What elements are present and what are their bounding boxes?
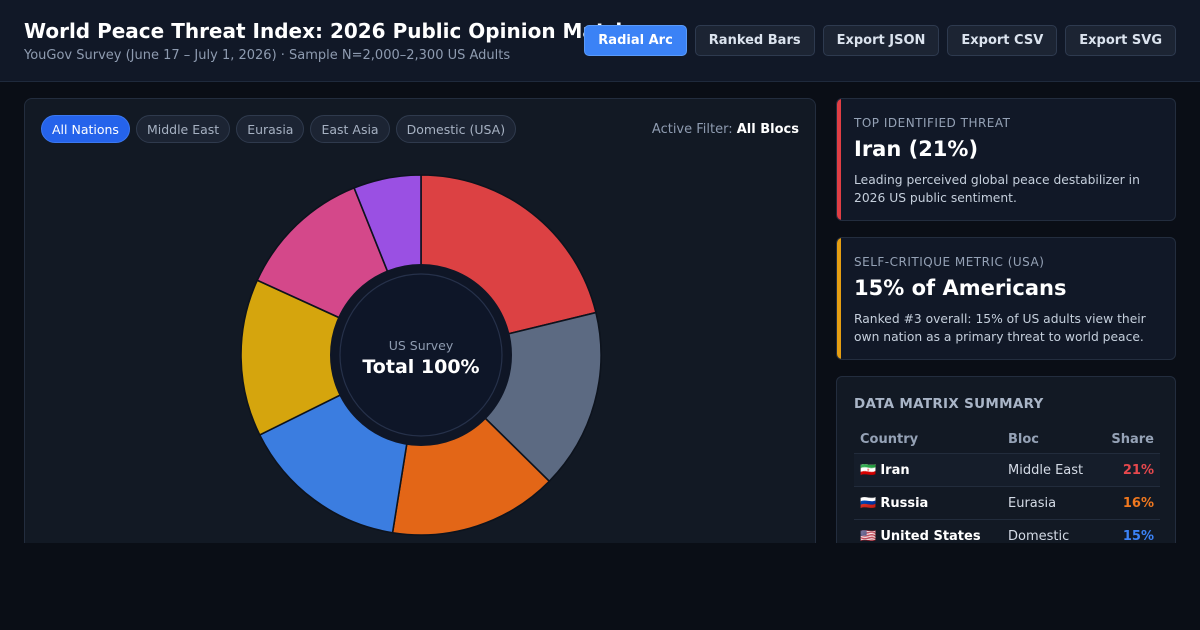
page-title: World Peace Threat Index: 2026 Public Op… <box>24 19 636 43</box>
filter-east-asia[interactable]: East Asia <box>310 115 390 143</box>
ranked-bars-button[interactable]: Ranked Bars <box>694 25 815 56</box>
matrix-table: Country Bloc Share 🇮🇷 Iran Middle East 2… <box>854 423 1160 553</box>
donut-chart: US Survey Total 100% <box>240 174 602 536</box>
column-header-share: Share <box>1111 432 1154 447</box>
self-critique-value: 15% of Americans <box>854 276 1067 300</box>
active-filter-value: All Blocs <box>736 122 799 137</box>
share-cell: 21% <box>1122 463 1154 478</box>
usa-flag-icon: 🇺🇸 <box>860 529 877 544</box>
top-threat-label: TOP IDENTIFIED THREAT <box>854 116 1011 130</box>
bloc-filter-group: All Nations Middle East Eurasia East Asi… <box>41 115 517 143</box>
country-name: Russia <box>880 496 929 511</box>
filter-middle-east[interactable]: Middle East <box>135 115 231 143</box>
top-threat-value: Iran (21%) <box>854 137 979 161</box>
export-json-button[interactable]: Export JSON <box>822 25 940 56</box>
column-header-bloc: Bloc <box>1008 432 1040 447</box>
donut-center-value: Total 100% <box>362 356 479 378</box>
bloc-cell: Middle East <box>1008 463 1084 478</box>
self-critique-card: SELF-CRITIQUE METRIC (USA) 15% of Americ… <box>836 237 1176 360</box>
matrix-header-row: Country Bloc Share <box>854 423 1160 454</box>
donut-center-disc <box>339 273 503 437</box>
country-cell: 🇷🇺 Russia <box>860 496 928 511</box>
export-csv-button[interactable]: Export CSV <box>947 25 1058 56</box>
active-filter-indicator: Active Filter: All Blocs <box>652 122 799 137</box>
donut-center-label: US Survey <box>389 338 454 353</box>
iran-flag-icon: 🇮🇷 <box>860 463 877 478</box>
self-critique-accent-bar <box>837 238 841 359</box>
matrix-title: DATA MATRIX SUMMARY <box>854 396 1044 412</box>
self-critique-label: SELF-CRITIQUE METRIC (USA) <box>854 255 1045 269</box>
share-cell: 15% <box>1122 529 1154 544</box>
top-threat-accent-bar <box>837 99 841 220</box>
filter-eurasia[interactable]: Eurasia <box>236 115 305 143</box>
filter-all-nations[interactable]: All Nations <box>41 115 130 143</box>
chart-panel: US Survey Total 100% All Nations Middle … <box>24 98 816 558</box>
app-header: World Peace Threat Index: 2026 Public Op… <box>0 0 1200 82</box>
viewport-edge <box>0 543 1200 630</box>
active-filter-label: Active Filter: <box>651 122 733 137</box>
top-threat-card: TOP IDENTIFIED THREAT Iran (21%) Leading… <box>836 98 1176 221</box>
share-cell: 16% <box>1122 496 1154 511</box>
self-critique-description: Ranked #3 overall: 15% of US adults view… <box>854 312 1146 344</box>
bloc-cell: Eurasia <box>1008 496 1057 511</box>
view-toolbar: Radial Arc Ranked Bars Export JSON Expor… <box>584 25 1176 56</box>
country-name: United States <box>880 529 981 544</box>
export-svg-button[interactable]: Export SVG <box>1065 25 1176 56</box>
column-header-country: Country <box>860 432 919 447</box>
bloc-cell: Domestic <box>1008 529 1070 544</box>
country-cell: 🇺🇸 United States <box>860 529 981 544</box>
table-row[interactable]: 🇮🇷 Iran Middle East 21% <box>854 454 1160 487</box>
country-cell: 🇮🇷 Iran <box>860 463 910 478</box>
country-name: Iran <box>880 463 910 478</box>
page-subtitle: YouGov Survey (June 17 – July 1, 2026) ·… <box>24 48 511 63</box>
filter-domestic-usa[interactable]: Domestic (USA) <box>395 115 517 143</box>
table-row[interactable]: 🇷🇺 Russia Eurasia 16% <box>854 487 1160 520</box>
radial-arc-button[interactable]: Radial Arc <box>584 25 687 56</box>
russia-flag-icon: 🇷🇺 <box>860 496 877 511</box>
top-threat-description: Leading perceived global peace destabili… <box>854 173 1140 205</box>
